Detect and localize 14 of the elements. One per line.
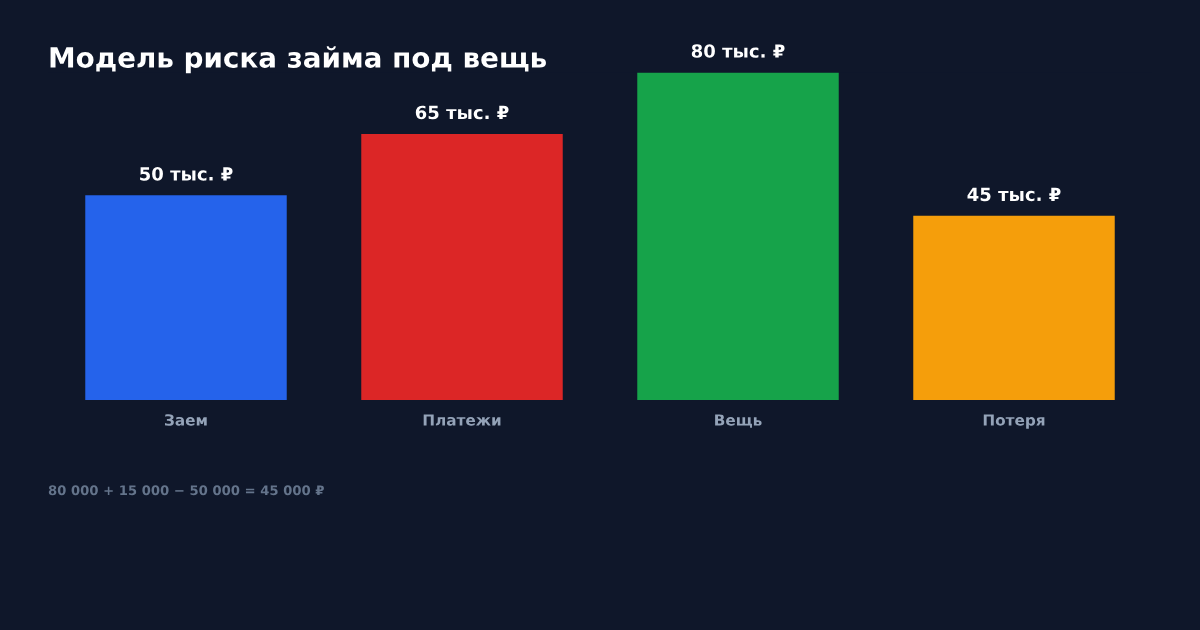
x-tick-label: Заем	[165, 414, 207, 426]
data-label: 65 тыс. ₽	[415, 105, 509, 120]
data-label: 45 тыс. ₽	[967, 187, 1061, 202]
text: 80 000 + 15 000 − 50 000 = 45 000 ₽	[48, 485, 324, 496]
chart-title: Модель риска займа под вещь	[50, 46, 546, 74]
bar	[361, 133, 563, 401]
x-tick-label: Платежи	[423, 414, 501, 426]
bar	[913, 215, 1115, 401]
x-tick-label: Вещь	[715, 414, 762, 428]
bar	[637, 72, 839, 401]
bar	[85, 195, 287, 401]
data-label: 50 тыс. ₽	[140, 167, 233, 181]
data-label: 80 тыс. ₽	[691, 44, 785, 58]
x-tick-label: Потеря	[983, 414, 1045, 429]
